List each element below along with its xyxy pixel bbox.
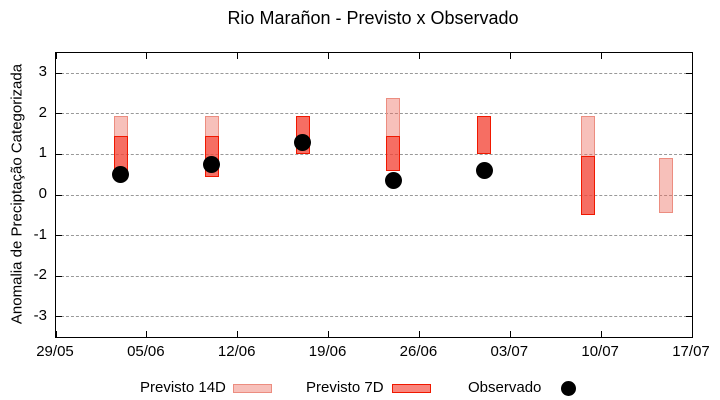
legend-label-observado: Observado bbox=[468, 379, 542, 396]
x-tick-mark bbox=[328, 331, 330, 337]
y-tick-mark bbox=[686, 316, 692, 318]
y-tick-mark bbox=[56, 194, 62, 196]
observed-dot bbox=[294, 133, 312, 151]
y-tick-mark bbox=[56, 72, 62, 74]
x-tick-mark bbox=[328, 53, 330, 59]
x-tick-mark bbox=[237, 53, 239, 59]
x-tick-label: 29/05 bbox=[36, 343, 74, 360]
observed-dot bbox=[384, 172, 402, 190]
y-tick-label: 1 bbox=[38, 144, 47, 162]
x-tick-mark bbox=[600, 53, 602, 59]
forecast-7d-box bbox=[386, 136, 401, 171]
forecast-14d-box bbox=[659, 158, 674, 214]
gridline bbox=[56, 316, 692, 318]
x-tick-mark bbox=[600, 331, 602, 337]
x-tick-mark bbox=[146, 331, 148, 337]
gridline bbox=[56, 72, 692, 74]
legend-swatch-previsto-7d bbox=[392, 384, 431, 393]
y-tick-label: -2 bbox=[33, 266, 47, 284]
x-tick-mark bbox=[691, 331, 693, 337]
y-tick-mark bbox=[56, 113, 62, 115]
x-tick-mark bbox=[146, 53, 148, 59]
y-tick-mark bbox=[56, 275, 62, 277]
y-tick-label: 2 bbox=[38, 103, 47, 121]
x-tick-mark bbox=[509, 53, 511, 59]
x-tick-mark bbox=[237, 331, 239, 337]
forecast-7d-box bbox=[581, 156, 596, 216]
legend-swatch-previsto-14d bbox=[233, 384, 272, 393]
chart-title: Rio Marañon - Previsto x Observado bbox=[227, 8, 519, 28]
y-tick-label: 3 bbox=[38, 63, 47, 81]
legend-dot-observado bbox=[561, 381, 576, 396]
y-tick-mark bbox=[56, 316, 62, 318]
x-tick-label: 03/07 bbox=[490, 343, 529, 360]
forecast-7d-box bbox=[477, 115, 492, 155]
y-tick-mark bbox=[686, 153, 692, 155]
x-tick-mark bbox=[55, 331, 57, 337]
legend-label-previsto-14d: Previsto 14D bbox=[140, 379, 226, 396]
x-tick-label: 19/06 bbox=[308, 343, 347, 360]
x-tick-mark bbox=[418, 53, 420, 59]
legend-label-previsto-7d: Previsto 7D bbox=[306, 379, 384, 396]
x-tick-mark bbox=[418, 331, 420, 337]
y-tick-label: -3 bbox=[33, 306, 47, 324]
x-tick-label: 12/06 bbox=[217, 343, 256, 360]
plot-area bbox=[55, 52, 693, 338]
observed-dot bbox=[112, 166, 130, 184]
observed-dot bbox=[475, 162, 493, 180]
gridline bbox=[56, 275, 692, 277]
gridline bbox=[56, 113, 692, 115]
gridline bbox=[56, 153, 692, 155]
y-tick-mark bbox=[56, 153, 62, 155]
y-tick-mark bbox=[686, 113, 692, 115]
gridline bbox=[56, 194, 692, 196]
x-tick-mark bbox=[509, 331, 511, 337]
y-tick-mark bbox=[686, 275, 692, 277]
y-tick-label: -1 bbox=[33, 225, 47, 243]
y-tick-mark bbox=[686, 235, 692, 237]
gridline bbox=[56, 235, 692, 237]
x-tick-mark bbox=[55, 53, 57, 59]
y-tick-mark bbox=[686, 72, 692, 74]
y-tick-mark bbox=[56, 235, 62, 237]
y-tick-label: 0 bbox=[38, 185, 47, 202]
observed-dot bbox=[203, 156, 221, 174]
x-tick-label: 05/06 bbox=[127, 343, 165, 360]
x-tick-label: 17/07 bbox=[672, 343, 710, 360]
x-tick-label: 10/07 bbox=[581, 343, 619, 360]
x-tick-label: 26/06 bbox=[399, 343, 438, 360]
y-tick-mark bbox=[686, 194, 692, 196]
x-tick-mark bbox=[691, 53, 693, 59]
